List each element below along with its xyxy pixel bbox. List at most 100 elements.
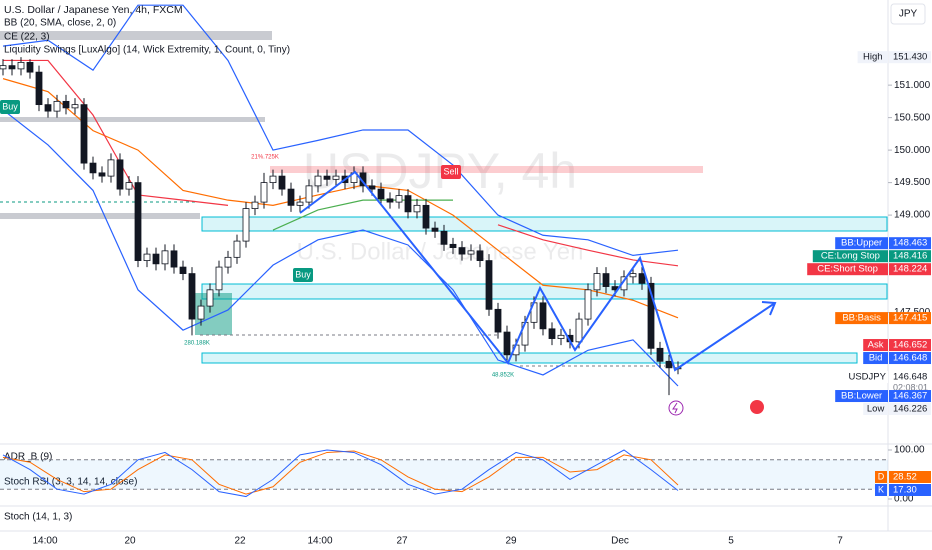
candle-body bbox=[44, 104, 52, 112]
candle-body bbox=[467, 250, 475, 255]
signal-badge bbox=[441, 165, 461, 179]
gray-zone bbox=[0, 213, 200, 219]
price-label-name-bg bbox=[857, 51, 888, 64]
plot-area bbox=[0, 4, 682, 396]
price-label-value: 146.648 bbox=[893, 353, 927, 364]
indicator-legend: Liquidity Swings [LuxAlgo] (14, Wick Ext… bbox=[4, 45, 290, 56]
candle-body bbox=[665, 360, 673, 369]
indicator-legend: BB (20, SMA, close, 2, 0) bbox=[4, 18, 116, 29]
x-tick-label: 27 bbox=[396, 536, 408, 547]
candle-body bbox=[89, 162, 97, 174]
signal-label: Buy bbox=[2, 101, 18, 111]
candle-body bbox=[575, 318, 583, 343]
candle-body bbox=[413, 204, 421, 213]
event-icon[interactable] bbox=[668, 400, 684, 416]
candle-body bbox=[593, 273, 601, 291]
price-label-name: USDJPY bbox=[848, 372, 886, 383]
candle-body bbox=[143, 253, 151, 261]
price-label-value-bg bbox=[889, 403, 931, 416]
candle-body bbox=[116, 159, 124, 190]
watermark: USDJPY, 4h bbox=[303, 143, 577, 199]
candle-body bbox=[305, 185, 313, 203]
indicator-legend: CE (22, 3) bbox=[4, 32, 50, 43]
candle-body bbox=[602, 273, 610, 287]
candle-body bbox=[17, 61, 25, 70]
indicator-line bbox=[272, 199, 453, 231]
price-label-name-bg bbox=[863, 352, 888, 365]
candle-body bbox=[485, 260, 493, 310]
signal-label: Sell bbox=[443, 166, 458, 176]
volume-note: 280.188K bbox=[184, 341, 210, 347]
candle-body bbox=[215, 266, 223, 291]
candle-body bbox=[629, 273, 637, 278]
x-tick-label: 7 bbox=[837, 536, 843, 547]
symbol-title: U.S. Dollar / Japanese Yen, 4h, FXCM bbox=[4, 4, 183, 16]
price-label-name: BB:Lower bbox=[841, 391, 882, 402]
candle-body bbox=[0, 65, 7, 70]
y-tick-label: 149.500 bbox=[894, 177, 931, 188]
price-label-name-bg bbox=[835, 237, 888, 250]
price-label-name-bg bbox=[835, 390, 888, 403]
x-tick-label: 5 bbox=[728, 536, 734, 547]
candle-body bbox=[170, 250, 178, 268]
pane-title: Stoch (14, 1, 3) bbox=[4, 512, 72, 523]
candle-body bbox=[98, 172, 106, 177]
price-label-value: 148.463 bbox=[893, 238, 927, 249]
y-tick-label: 150.000 bbox=[894, 145, 931, 156]
price-label-value-bg bbox=[889, 51, 931, 64]
indicator-line bbox=[2, 78, 679, 319]
price-label-value: 146.648 bbox=[893, 372, 927, 383]
x-tick-label: Dec bbox=[611, 536, 629, 547]
signal-label: Buy bbox=[295, 269, 311, 279]
stoch-badge-value-bg bbox=[889, 471, 931, 483]
candle-body bbox=[62, 100, 70, 109]
price-label-name: Bid bbox=[869, 353, 883, 364]
pane-title: Stoch RSI (3, 3, 14, 14, close) bbox=[4, 477, 137, 488]
x-tick-label: 14:00 bbox=[307, 536, 332, 547]
indicator-line bbox=[2, 109, 679, 387]
stoch-badge-name: D bbox=[878, 471, 885, 481]
price-label-name-bg bbox=[807, 263, 888, 276]
candle-body bbox=[638, 273, 646, 284]
price-label-value: 146.226 bbox=[893, 404, 927, 415]
stoch-rsi-line bbox=[2, 449, 679, 498]
price-label-name-bg bbox=[846, 371, 888, 384]
candle-body bbox=[503, 331, 511, 356]
event-icons bbox=[668, 400, 764, 416]
candle-body bbox=[548, 328, 556, 339]
candle-body bbox=[26, 61, 34, 73]
watermark-sub: U.S. Dollar / Japanese Yen bbox=[297, 238, 584, 265]
stoch-badge-name: K bbox=[878, 484, 884, 494]
price-label-name-bg bbox=[812, 250, 888, 263]
candle-body bbox=[656, 347, 664, 362]
flag-icon[interactable] bbox=[750, 400, 764, 414]
candle-body bbox=[152, 253, 160, 265]
y-tick-label: 0.00 bbox=[894, 494, 914, 505]
candle-body bbox=[494, 308, 502, 333]
x-tick-label: 22 bbox=[234, 536, 246, 547]
indicator-line bbox=[3, 59, 229, 206]
candle-body bbox=[332, 175, 340, 180]
x-tick-label: 14:00 bbox=[32, 536, 57, 547]
candle-body bbox=[476, 250, 484, 261]
currency-button[interactable] bbox=[890, 3, 926, 25]
candle-body bbox=[557, 334, 565, 339]
y-tick-label: 151.000 bbox=[894, 80, 931, 91]
price-label-value: 151.430 bbox=[893, 52, 927, 63]
price-label-value: 146.652 bbox=[893, 340, 927, 351]
candle-body bbox=[251, 201, 259, 210]
liquidity-zone bbox=[201, 352, 858, 364]
candle-body bbox=[278, 175, 286, 190]
stoch-badge-value: 28.52 bbox=[893, 472, 917, 483]
stoch-badge-bg bbox=[875, 484, 887, 496]
candle-body bbox=[107, 159, 115, 177]
candle-body bbox=[422, 204, 430, 229]
price-label-name-bg bbox=[863, 403, 888, 416]
candle-body bbox=[242, 208, 250, 242]
x-tick-label: 20 bbox=[124, 536, 136, 547]
price-label-name: BB:Basis bbox=[842, 313, 881, 324]
price-label-name: BB:Upper bbox=[841, 238, 882, 249]
stoch-badge-value: 17.30 bbox=[893, 485, 917, 496]
candle-body bbox=[188, 273, 196, 320]
price-label-value: 146.367 bbox=[893, 391, 927, 402]
